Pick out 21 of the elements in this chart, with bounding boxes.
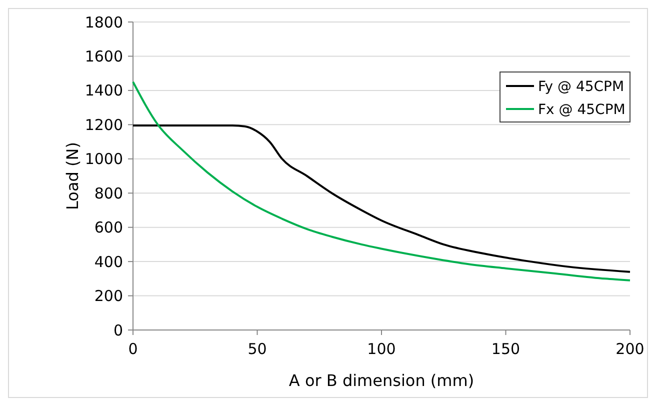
x-tick-label: 100 — [367, 340, 396, 358]
line-series — [132, 124, 631, 273]
x-axis-title: A or B dimension (mm) — [288, 371, 474, 390]
x-tick-label: 200 — [616, 340, 644, 358]
y-tick-label: 200 — [94, 287, 123, 306]
x-tick-label: 50 — [248, 340, 267, 358]
legend-label: Fx @ 45CPM — [538, 102, 626, 118]
y-tick-label: 1400 — [84, 82, 123, 100]
y-tick-label: 0 — [113, 321, 123, 340]
x-tick-label: 150 — [491, 340, 520, 358]
y-tick-label: 1000 — [84, 150, 123, 168]
y-axis-title: Load (N) — [63, 142, 82, 210]
y-tick-label: 1600 — [84, 47, 123, 66]
y-tick-label: 1800 — [84, 13, 123, 32]
y-tick-label: 600 — [94, 218, 123, 237]
x-tick-label: 0 — [128, 340, 138, 358]
line-series — [132, 80, 631, 282]
y-tick-label: 800 — [94, 184, 123, 202]
legend-label: Fy @ 45CPM — [538, 78, 624, 95]
y-tick-label: 400 — [94, 252, 123, 271]
y-tick-label: 1200 — [84, 116, 123, 134]
